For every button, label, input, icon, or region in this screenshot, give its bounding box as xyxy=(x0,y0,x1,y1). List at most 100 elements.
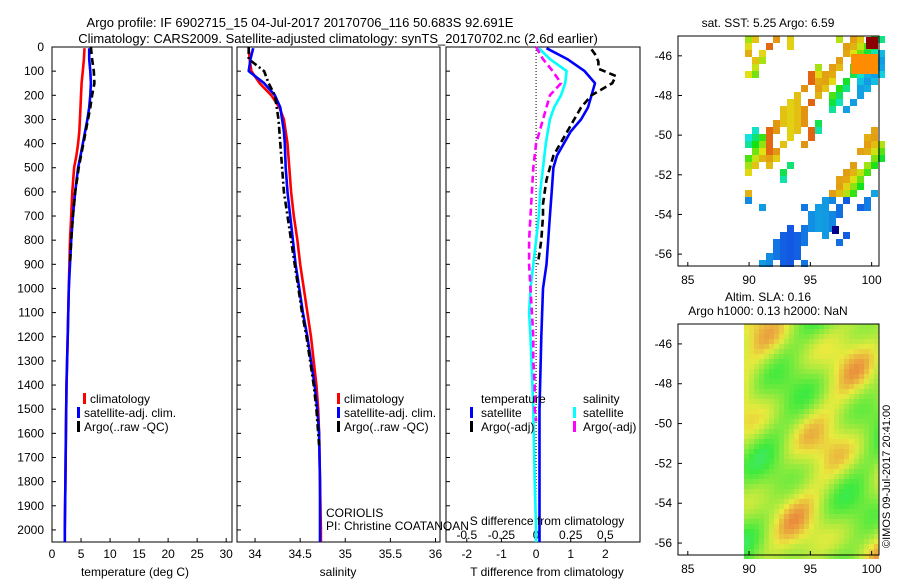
sla-cell xyxy=(859,489,864,494)
plot-frame xyxy=(51,46,233,543)
sst-cell xyxy=(815,204,822,211)
sla-cell xyxy=(789,429,794,434)
sla-cell xyxy=(774,384,779,389)
sla-cell xyxy=(869,469,874,474)
sla-cell xyxy=(749,529,754,534)
plot-frame xyxy=(445,46,641,543)
sla-cell xyxy=(824,544,829,549)
sla-cell xyxy=(864,424,869,429)
sla-cell xyxy=(859,364,864,369)
sla-cell xyxy=(779,364,784,369)
sla-cell xyxy=(744,364,749,369)
sla-cell xyxy=(769,439,774,444)
sla-cell xyxy=(869,489,874,494)
sla-cell xyxy=(769,469,774,474)
sla-cell xyxy=(854,424,859,429)
sla-cell xyxy=(754,434,759,439)
sla-cell xyxy=(809,419,814,424)
sla-cell xyxy=(804,504,809,509)
sla-cell xyxy=(829,484,834,489)
sla-cell xyxy=(839,489,844,494)
sst-cell xyxy=(745,155,752,162)
sla-cell xyxy=(809,359,814,364)
sla-cell xyxy=(874,379,879,384)
sla-cell xyxy=(834,404,839,409)
sla-cell xyxy=(824,484,829,489)
sla-cell xyxy=(744,504,749,509)
sla-cell xyxy=(839,329,844,334)
sla-cell xyxy=(759,544,764,549)
sla-cell xyxy=(874,384,879,389)
sla-cell xyxy=(834,519,839,524)
sla-cell xyxy=(779,419,784,424)
sla-cell xyxy=(809,484,814,489)
sla-cell xyxy=(839,339,844,344)
sla-cell xyxy=(859,414,864,419)
sla-cell xyxy=(829,464,834,469)
top-tick-label: -0.25 xyxy=(488,528,516,542)
sla-cell xyxy=(769,384,774,389)
sla-cell xyxy=(854,489,859,494)
sla-cell xyxy=(829,344,834,349)
legend-swatch-climatology xyxy=(83,393,86,404)
sla-cell xyxy=(774,454,779,459)
series-line-satellite xyxy=(527,47,568,542)
sla-cell xyxy=(859,469,864,474)
sla-cell xyxy=(819,409,824,414)
sla-cell xyxy=(779,424,784,429)
sla-cell xyxy=(854,444,859,449)
sst-cell xyxy=(759,148,766,155)
sla-cell xyxy=(814,469,819,474)
sla-cell xyxy=(834,494,839,499)
sla-cell xyxy=(754,344,759,349)
sla-cell xyxy=(779,409,784,414)
sla-cell xyxy=(759,379,764,384)
sst-cell xyxy=(794,120,801,127)
sst-cell xyxy=(857,183,864,190)
sla-cell xyxy=(864,549,869,554)
sla-cell xyxy=(864,324,869,329)
sla-cell xyxy=(819,394,824,399)
sla-cell xyxy=(809,464,814,469)
sla-cell xyxy=(804,529,809,534)
sla-cell xyxy=(839,344,844,349)
sla-cell xyxy=(769,459,774,464)
sst-cell xyxy=(864,162,871,169)
sla-cell xyxy=(769,549,774,554)
sla-cell xyxy=(804,439,809,444)
sst-cell xyxy=(857,50,864,57)
sla-cell xyxy=(819,474,824,479)
sla-cell xyxy=(834,354,839,359)
sla-cell xyxy=(744,404,749,409)
sla-cell xyxy=(784,399,789,404)
sla-cell xyxy=(864,469,869,474)
sla-cell xyxy=(864,429,869,434)
sla-cell xyxy=(809,519,814,524)
sla-cell xyxy=(844,509,849,514)
sla-cell xyxy=(854,344,859,349)
sla-cell xyxy=(834,394,839,399)
sla-cell xyxy=(764,534,769,539)
sla-cell xyxy=(859,444,864,449)
sla-cell xyxy=(874,484,879,489)
sla-cell xyxy=(749,494,754,499)
sla-cell xyxy=(834,479,839,484)
sla-cell xyxy=(789,399,794,404)
sla-cell xyxy=(744,329,749,334)
sla-cell xyxy=(859,374,864,379)
sst-cell xyxy=(794,99,801,106)
sla-cell xyxy=(744,374,749,379)
sla-cell xyxy=(749,459,754,464)
sla-cell xyxy=(849,404,854,409)
sla-cell xyxy=(774,539,779,544)
sst-cell xyxy=(787,134,794,141)
sla-cell xyxy=(874,394,879,399)
sla-cell xyxy=(774,389,779,394)
sla-cell xyxy=(794,444,799,449)
sla-cell xyxy=(839,334,844,339)
sla-cell xyxy=(754,409,759,414)
sla-cell xyxy=(804,339,809,344)
sla-cell xyxy=(834,424,839,429)
sla-cell xyxy=(814,474,819,479)
sla-cell xyxy=(854,354,859,359)
